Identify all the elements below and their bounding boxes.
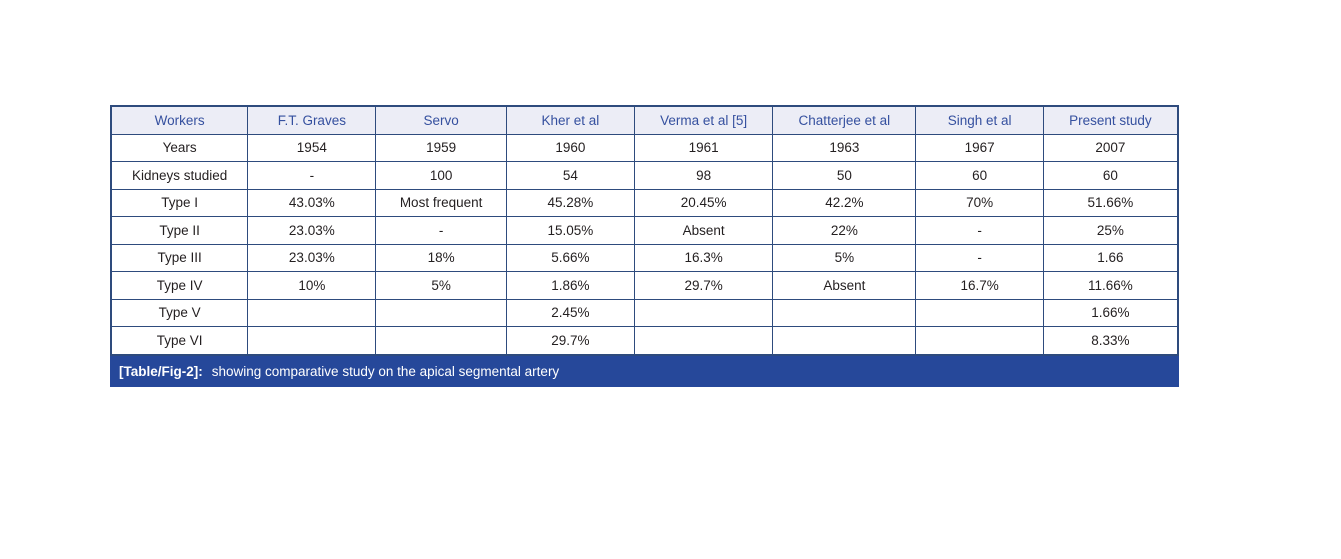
table-cell: 15.05% (505, 216, 635, 245)
table-cell: 8.33% (1042, 326, 1179, 355)
row-label: Type V (110, 298, 249, 327)
table-cell: 70% (915, 188, 1044, 217)
table-cell: 25% (1042, 216, 1179, 245)
table-cell: Absent (772, 271, 917, 300)
column-header: Workers (110, 105, 249, 135)
row-label: Type III (110, 243, 249, 272)
table-figure: Workers F.T. Graves Servo Kher et al Verma e… (110, 105, 1179, 387)
table-cell: 5% (772, 243, 917, 272)
column-header: Verma et al [5] (633, 105, 774, 135)
table-cell: 1.86% (505, 271, 635, 300)
table-cell (247, 326, 377, 355)
table-row: Years 1954 1959 1960 1961 1963 1967 2007 (110, 133, 1179, 162)
table-cell: 16.3% (633, 243, 774, 272)
table-cell: 100 (375, 161, 507, 190)
table-cell: 54 (505, 161, 635, 190)
table-cell: 20.45% (633, 188, 774, 217)
table-cell: 42.2% (772, 188, 917, 217)
row-label: Type VI (110, 326, 249, 355)
table-cell: 5.66% (505, 243, 635, 272)
table-cell (247, 298, 377, 327)
table-cell: 1963 (772, 133, 917, 162)
column-header: Chatterjee et al (772, 105, 917, 135)
table-cell (772, 326, 917, 355)
table-cell: 60 (915, 161, 1044, 190)
table-row: Type IV 10% 5% 1.86% 29.7% Absent 16.7% 11.66% (110, 271, 1179, 300)
row-label: Type II (110, 216, 249, 245)
column-header: Kher et al (505, 105, 635, 135)
table-body: Years 1954 1959 1960 1961 1963 1967 2007 Kidneys… (110, 133, 1179, 355)
table-cell: 50 (772, 161, 917, 190)
table-cell (633, 326, 774, 355)
table-cell: 1.66 (1042, 243, 1179, 272)
table-cell: 1.66% (1042, 298, 1179, 327)
table-row: Kidneys studied -100 54 98 50 60 60 (110, 161, 1179, 190)
table-cell: 16.7% (915, 271, 1044, 300)
table-cell: 5% (375, 271, 507, 300)
table-cell: - (915, 216, 1044, 245)
table-cell: 1960 (505, 133, 635, 162)
table-cell: - (247, 161, 377, 190)
row-label: Years (110, 133, 249, 162)
table-cell: Absent (633, 216, 774, 245)
row-label: Type I (110, 188, 249, 217)
table-row: Type I 43.03% Most frequent 45.28% 20.45% 42.… (110, 188, 1179, 217)
table-cell: 29.7% (505, 326, 635, 355)
table-cell: 29.7% (633, 271, 774, 300)
table-row: Type VI 29.7% 8.33% (110, 326, 1179, 355)
table-cell: 1967 (915, 133, 1044, 162)
table-cell (375, 298, 507, 327)
table-cell: 10% (247, 271, 377, 300)
table-cell: 60 (1042, 161, 1179, 190)
table-header-row: Workers F.T. Graves Servo Kher et al Verma e… (110, 105, 1179, 135)
table-cell: 1961 (633, 133, 774, 162)
table-cell: 2.45% (505, 298, 635, 327)
table-cell: 51.66% (1042, 188, 1179, 217)
column-header: F.T. Graves (247, 105, 377, 135)
table-caption: [Table/Fig-2]: showing comparative study… (110, 355, 1179, 387)
table-cell: 2007 (1042, 133, 1179, 162)
column-header: Singh et al (915, 105, 1044, 135)
row-label: Type IV (110, 271, 249, 300)
caption-text: showing comparative study on the apical … (211, 363, 560, 379)
table-cell: 23.03% (247, 216, 377, 245)
table-row: Type II 23.03% -15.05% Absent 22% -25% (110, 216, 1179, 245)
row-label: Kidneys studied (110, 161, 249, 190)
table-cell: 98 (633, 161, 774, 190)
table-row: Type III 23.03% 18% 5.66% 16.3% 5% -1.66 (110, 243, 1179, 272)
caption-label: [Table/Fig-2]: (119, 363, 203, 379)
table-cell: 18% (375, 243, 507, 272)
table-cell (915, 326, 1044, 355)
table-cell (915, 298, 1044, 327)
table-header: Workers F.T. Graves Servo Kher et al Verma e… (110, 105, 1179, 135)
table-cell: 1959 (375, 133, 507, 162)
table-cell (633, 298, 774, 327)
table-cell: 43.03% (247, 188, 377, 217)
table-cell: Most frequent (375, 188, 507, 217)
table-cell: 45.28% (505, 188, 635, 217)
table-cell: 11.66% (1042, 271, 1179, 300)
table-cell: 1954 (247, 133, 377, 162)
comparison-table: Workers F.T. Graves Servo Kher et al Verma e… (110, 105, 1179, 356)
table-cell: 22% (772, 216, 917, 245)
table-cell: - (915, 243, 1044, 272)
table-cell: 23.03% (247, 243, 377, 272)
table-cell: - (375, 216, 507, 245)
table-row: Type V 2.45% 1.66% (110, 298, 1179, 327)
column-header: Servo (375, 105, 507, 135)
table-cell (375, 326, 507, 355)
table-cell (772, 298, 917, 327)
column-header: Present study (1042, 105, 1179, 135)
